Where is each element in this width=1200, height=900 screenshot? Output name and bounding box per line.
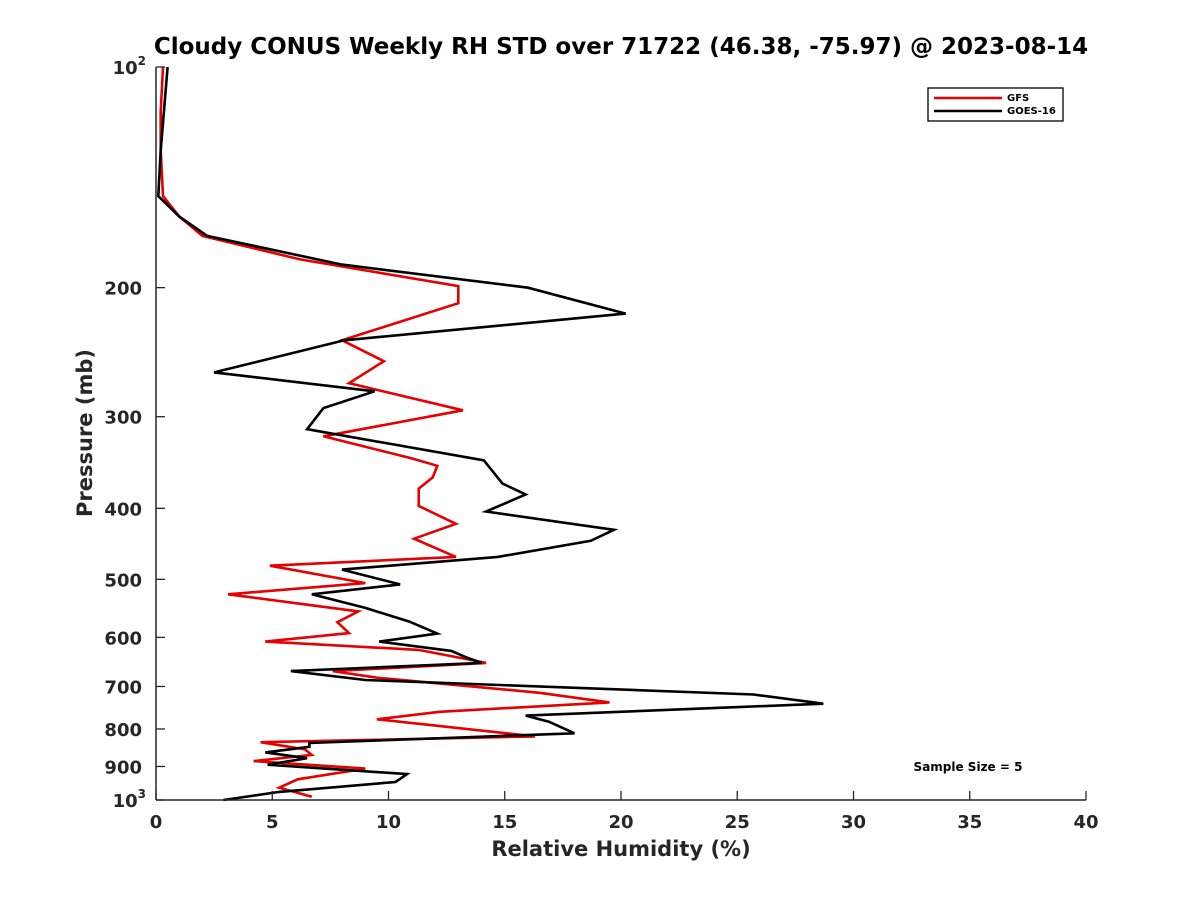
x-tick-label: 10	[376, 812, 401, 833]
plot-area	[156, 67, 1086, 799]
legend-gfs-label: GFS	[1007, 93, 1029, 104]
y-tick-label: 500	[104, 570, 142, 591]
x-ticks: 0 5 10 15 20 25 30 35 40	[150, 791, 1099, 833]
series-line-goes-16	[156, 66, 824, 802]
chart-title: Cloudy CONUS Weekly RH STD over 71722 (4…	[154, 34, 1088, 60]
x-tick-label: 35	[957, 812, 982, 833]
x-tick-label: 40	[1073, 812, 1098, 833]
x-tick-label: 5	[266, 812, 279, 833]
y-tick-label: 103	[113, 787, 146, 812]
y-tick-label: 102	[113, 54, 146, 79]
legend-goes16-label: GOES-16	[1007, 106, 1056, 117]
x-tick-label: 15	[492, 812, 517, 833]
x-tick-label: 0	[150, 812, 163, 833]
x-tick-label: 20	[608, 812, 633, 833]
sample-size-annotation: Sample Size = 5	[914, 760, 1023, 774]
x-axis-label: Relative Humidity (%)	[491, 837, 750, 861]
y-tick-label: 900	[104, 757, 142, 778]
y-tick-label: 600	[104, 628, 142, 649]
y-tick-label: 300	[104, 408, 142, 429]
series-layer	[156, 66, 824, 802]
legend: GFS GOES-16	[927, 87, 1064, 122]
x-tick-label: 30	[841, 812, 866, 833]
legend-box	[927, 87, 1064, 122]
y-axis-label: Pressure (mb)	[73, 349, 97, 517]
y-tick-label: 700	[104, 677, 142, 698]
y-tick-label: 200	[104, 279, 142, 300]
y-tick-label: 800	[104, 720, 142, 741]
y-ticks: 102 200 300 400 500 600 700 800 900 103	[104, 54, 165, 812]
y-tick-label: 400	[104, 499, 142, 520]
x-tick-label: 25	[725, 812, 750, 833]
